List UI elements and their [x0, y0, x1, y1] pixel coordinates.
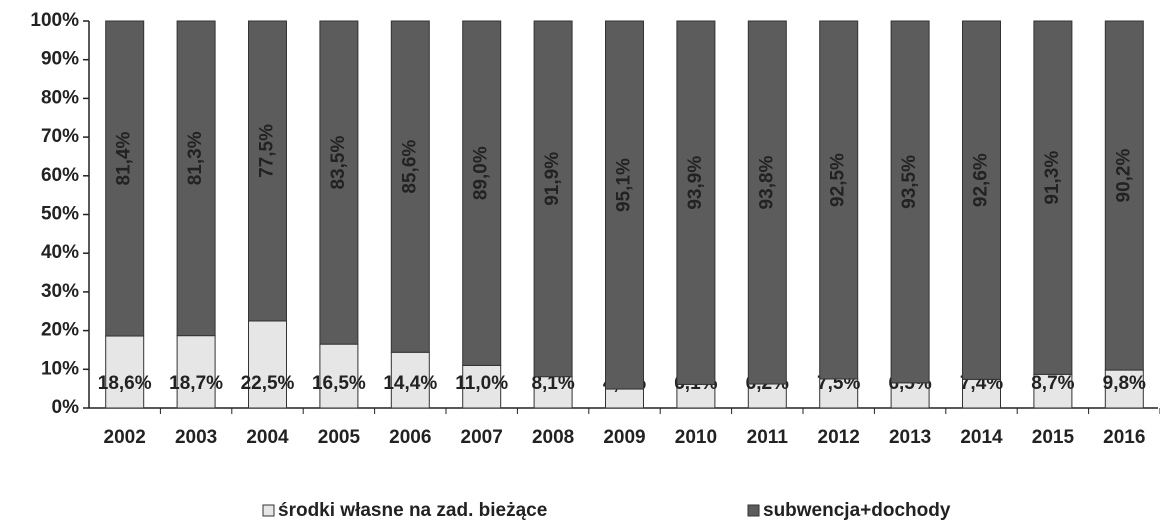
data-label: 81,3% [185, 131, 206, 185]
data-label: 92,5% [828, 153, 849, 207]
data-label: 95,1% [614, 158, 635, 212]
bar-segment [819, 20, 859, 380]
y-tick-label: 50% [41, 204, 79, 225]
data-label: 93,8% [756, 155, 777, 209]
x-tick-label: 2016 [1103, 427, 1145, 448]
data-label: 8,1% [531, 373, 574, 394]
x-tick-label: 2004 [246, 427, 289, 448]
y-tick-label: 40% [41, 242, 79, 263]
legend-swatch [262, 504, 275, 517]
bar-segment [676, 20, 716, 385]
legend-label: subwencja+dochody [763, 500, 951, 521]
y-tick-label: 100% [30, 10, 79, 31]
data-label: 85,6% [399, 140, 420, 194]
bar-segment [890, 20, 930, 384]
x-tick-label: 2010 [675, 427, 717, 448]
data-label: 91,3% [1042, 151, 1063, 205]
bar-segment [1033, 20, 1073, 375]
bar-segment [105, 335, 145, 409]
legend-swatch [747, 504, 760, 517]
x-tick-label: 2003 [175, 427, 217, 448]
y-tick-label: 0% [52, 397, 80, 418]
bar-segment [962, 378, 1001, 409]
data-label: 8,7% [1031, 373, 1074, 394]
bar-segment [176, 335, 216, 409]
data-label: 92,6% [971, 153, 992, 207]
data-label: 90,2% [1113, 148, 1134, 202]
bar-segment [605, 20, 644, 390]
data-label: 89,0% [471, 146, 492, 200]
data-label: 22,5% [241, 373, 295, 394]
legend-label: środki własne na zad. bieżące [278, 500, 547, 521]
y-tick-label: 70% [41, 126, 79, 147]
bar-segment [390, 20, 430, 353]
x-tick-label: 2002 [104, 427, 146, 448]
bar-segment [248, 320, 287, 409]
x-tick-label: 2007 [461, 427, 503, 448]
bar-segment [176, 20, 216, 337]
x-tick-label: 2011 [747, 427, 789, 448]
x-tick-label: 2014 [960, 427, 1003, 448]
bar-segment [319, 343, 359, 409]
x-tick-label: 2008 [532, 427, 574, 448]
data-label: 14,4% [383, 373, 437, 394]
bar-segment [747, 20, 787, 385]
y-tick-label: 30% [41, 281, 79, 302]
bar-segment [533, 20, 573, 378]
x-tick-label: 2005 [318, 427, 361, 448]
data-label: 16,5% [312, 373, 366, 394]
data-label: 11,0% [455, 373, 508, 394]
x-tick-label: 2006 [389, 427, 431, 448]
data-label: 9,8% [1103, 373, 1146, 394]
bar-segment [319, 20, 359, 345]
data-label: 93,5% [899, 155, 920, 209]
bar-segment [105, 20, 145, 337]
data-label: 91,9% [542, 152, 563, 206]
bar-segment [248, 20, 287, 322]
x-tick-label: 2015 [1032, 427, 1075, 448]
bar-segment [533, 376, 573, 409]
y-tick-label: 60% [41, 165, 79, 186]
bar-segment [390, 351, 430, 409]
x-tick-label: 2013 [889, 427, 931, 448]
y-tick-label: 80% [41, 87, 79, 108]
data-label: 83,5% [328, 136, 349, 190]
data-label: 81,4% [114, 131, 135, 185]
x-tick-label: 2012 [818, 427, 860, 448]
y-tick-label: 10% [41, 358, 79, 379]
data-label: 77,5% [257, 124, 278, 178]
y-tick-label: 90% [41, 49, 79, 70]
data-label: 18,7% [169, 373, 223, 394]
bar-segment [1104, 20, 1144, 371]
bar-segment [962, 20, 1001, 380]
data-label: 18,6% [98, 373, 152, 394]
x-tick-label: 2009 [603, 427, 645, 448]
data-label: 93,9% [685, 156, 706, 210]
bar-segment [462, 20, 502, 366]
bar-segment [1104, 369, 1144, 409]
bar-segment [1033, 373, 1073, 409]
y-tick-label: 20% [41, 320, 79, 341]
